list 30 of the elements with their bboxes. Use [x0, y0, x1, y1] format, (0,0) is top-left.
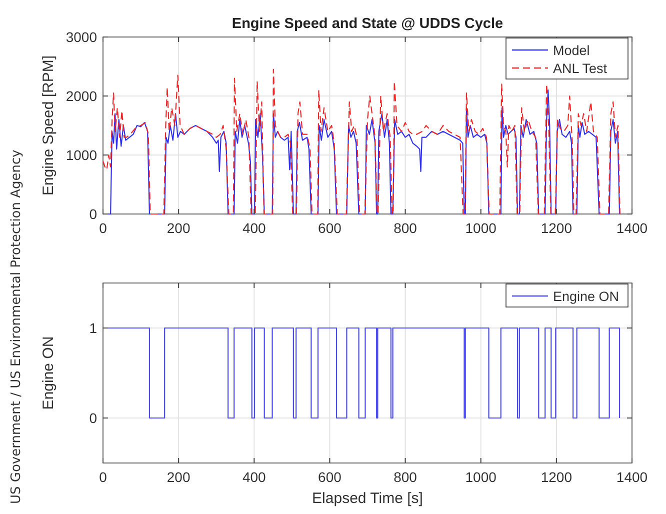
x-tick-label: 600 — [318, 220, 342, 236]
x-tick-label: 1200 — [540, 469, 572, 485]
x-tick-label: 1000 — [465, 469, 497, 485]
text: US Government / US Environmental Protection Agency — [9, 149, 24, 504]
x-tick-label: 1000 — [465, 220, 497, 236]
x-tick-label: 200 — [166, 220, 190, 236]
y-tick-label: 2000 — [66, 88, 98, 104]
x-tick-label: 400 — [242, 220, 266, 236]
x-tick-label: 0 — [99, 469, 108, 485]
chart-title: Engine Speed and State @ UDDS Cycle — [232, 16, 504, 32]
y-tick-label: 3000 — [66, 29, 98, 45]
y-tick-label: 1 — [89, 320, 98, 336]
x-tick-label: 400 — [242, 469, 266, 485]
x-tick-label: 800 — [394, 220, 418, 236]
legend-label: Model — [553, 43, 590, 58]
legend-label: ANL Test — [553, 61, 608, 76]
x-tick-label: 200 — [166, 469, 190, 485]
x-tick-label: 800 — [394, 469, 418, 485]
y-tick-label: 0 — [89, 206, 98, 222]
x-tick-label: 1400 — [616, 469, 648, 485]
x-tick-label: 1400 — [616, 220, 648, 236]
x-tick-label: 1200 — [540, 220, 572, 236]
y-tick-label: 1000 — [66, 147, 98, 163]
x-axis-title: Elapsed Time [s] — [312, 490, 423, 507]
legend-label: Engine ON — [553, 289, 620, 304]
x-tick-label: 0 — [99, 220, 108, 236]
y-axis-title: Engine ON — [40, 336, 57, 410]
x-tick-label: 600 — [318, 469, 342, 485]
y-axis-title: Engine Speed [RPM] — [40, 55, 57, 196]
y-tick-label: 0 — [89, 410, 98, 426]
